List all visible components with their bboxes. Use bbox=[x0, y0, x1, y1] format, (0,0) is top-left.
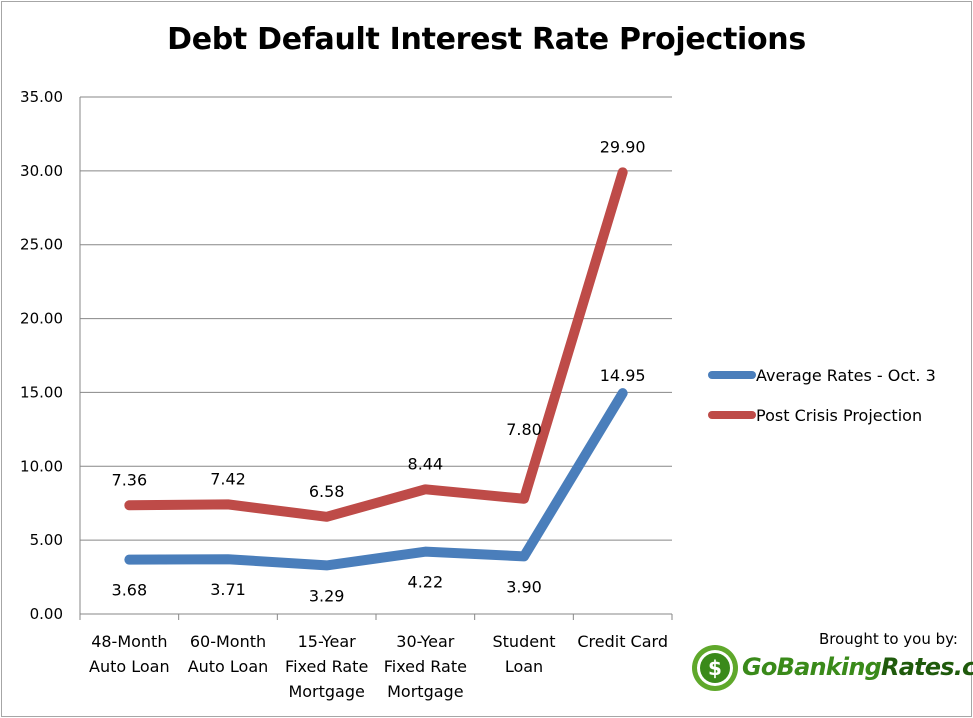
data-label-post-crisis: 7.42 bbox=[210, 469, 246, 488]
data-label-average: 3.29 bbox=[309, 586, 345, 605]
data-label-average: 3.90 bbox=[506, 577, 542, 596]
x-category-label: 48-Month Auto Loan bbox=[89, 632, 170, 676]
chart-title: Debt Default Interest Rate Projections bbox=[167, 22, 806, 57]
series-line-0 bbox=[124, 388, 628, 571]
y-tick-label: 0.00 bbox=[30, 605, 63, 623]
brand-name: GoBankingRates.com bbox=[742, 653, 973, 681]
y-tick-label: 10.00 bbox=[20, 457, 63, 475]
legend-label-1: Post Crisis Projection bbox=[756, 406, 922, 425]
legend-label-0: Average Rates - Oct. 3 bbox=[756, 366, 936, 385]
x-category-label: 15-Year Fixed Rate Mortgage bbox=[285, 632, 368, 701]
y-tick-label: 25.00 bbox=[20, 236, 63, 254]
y-tick-label: 15.00 bbox=[20, 383, 63, 401]
x-category-label: Student Loan bbox=[493, 632, 556, 676]
data-label-average: 3.71 bbox=[210, 580, 246, 599]
x-category-label: Credit Card bbox=[577, 632, 668, 651]
y-tick-label: 5.00 bbox=[30, 531, 63, 549]
dollar-seal-icon: $ bbox=[692, 645, 738, 691]
y-tick-label: 30.00 bbox=[20, 162, 63, 180]
y-tick-label: 35.00 bbox=[20, 88, 63, 106]
data-label-post-crisis: 7.36 bbox=[112, 470, 148, 489]
data-label-average: 14.95 bbox=[600, 366, 646, 385]
data-label-average: 3.68 bbox=[112, 581, 148, 600]
data-label-post-crisis: 7.80 bbox=[506, 420, 542, 439]
brand-name-dark: Rates.com bbox=[881, 653, 973, 681]
brand-name-light: GoBanking bbox=[742, 653, 882, 681]
brought-to-you-text: Brought to you by: bbox=[818, 630, 958, 648]
x-category-label: 30-Year Fixed Rate Mortgage bbox=[384, 632, 467, 701]
y-tick-label: 20.00 bbox=[20, 310, 63, 328]
series-line-1 bbox=[124, 167, 628, 522]
data-label-average: 4.22 bbox=[408, 573, 444, 592]
logo-symbol: $ bbox=[708, 656, 722, 680]
data-label-post-crisis: 6.58 bbox=[309, 482, 345, 501]
data-label-post-crisis: 8.44 bbox=[408, 454, 444, 473]
x-category-label: 60-Month Auto Loan bbox=[188, 632, 269, 676]
data-label-post-crisis: 29.90 bbox=[600, 137, 646, 156]
brand-logo: $ GoBankingRates.com bbox=[690, 645, 973, 691]
